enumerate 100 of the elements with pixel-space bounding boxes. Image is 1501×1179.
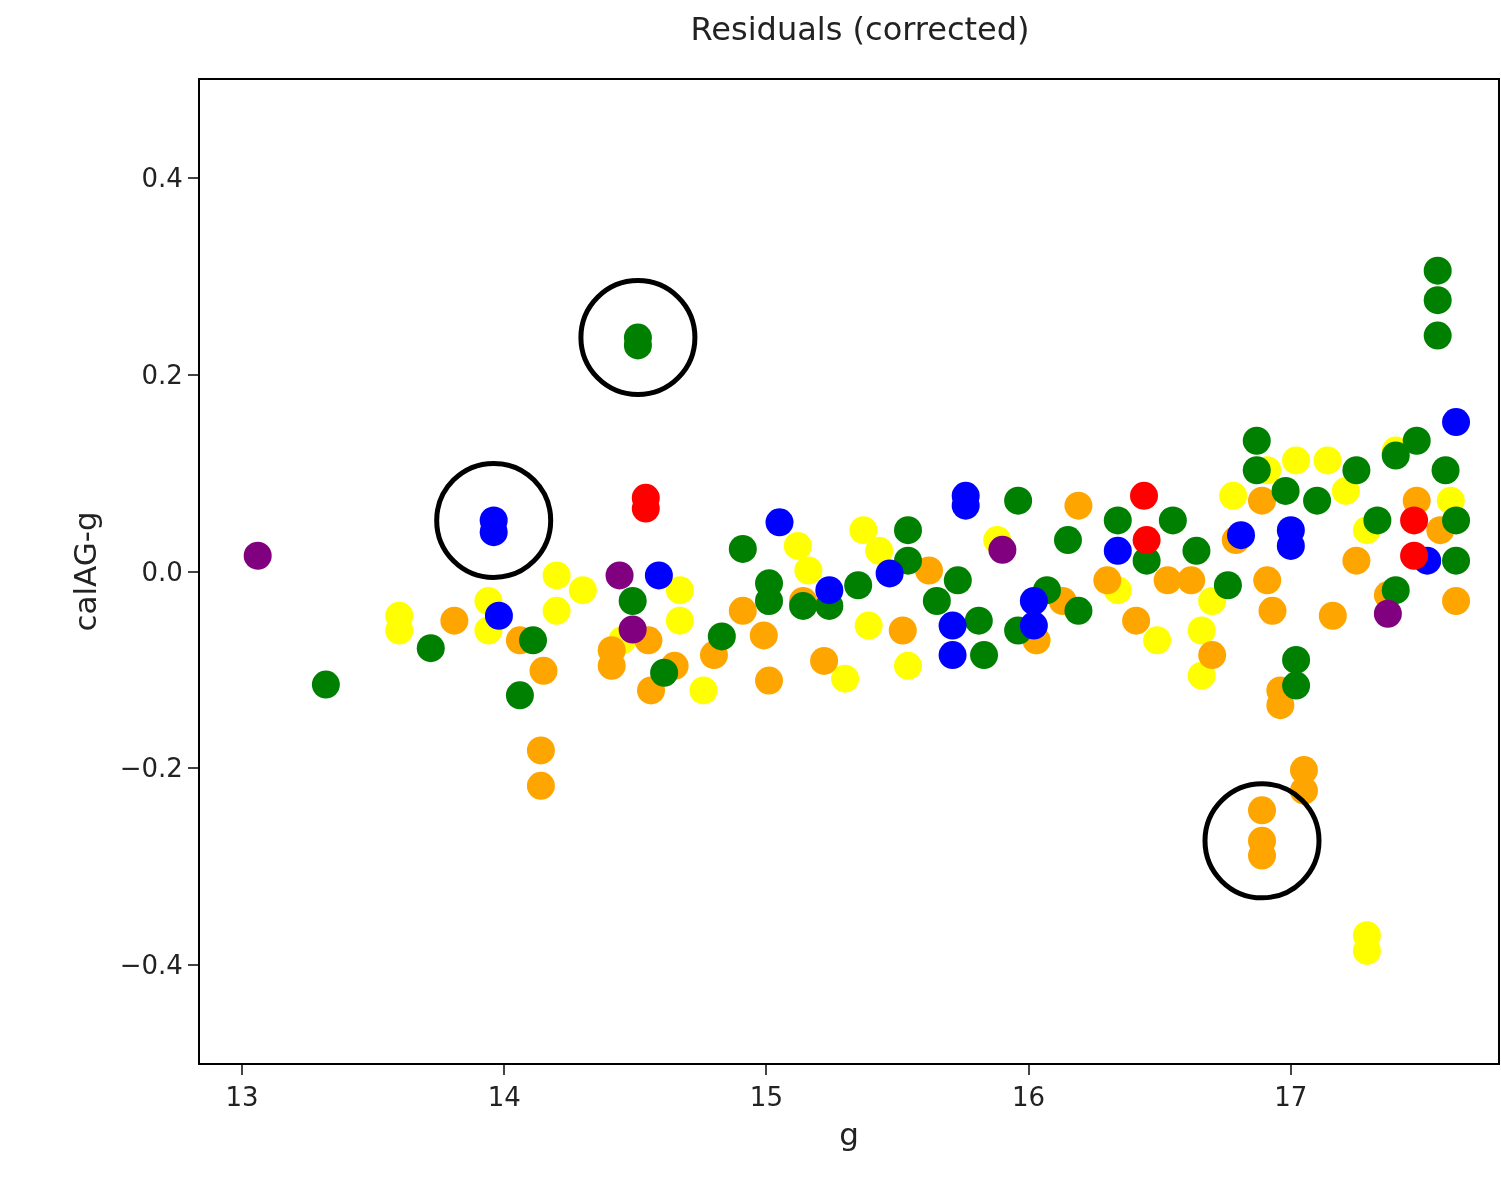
point [1442,408,1471,437]
chart-title: Residuals (corrected) [690,10,1030,49]
point [542,596,571,625]
point [728,596,757,625]
point [1423,286,1452,315]
point [988,535,1017,564]
point [1442,586,1471,615]
point [1132,526,1161,555]
point [529,656,558,685]
point [1103,506,1132,535]
point [1318,601,1347,630]
point [1402,426,1431,455]
point [1064,491,1093,520]
point [243,541,272,570]
point [1331,476,1360,505]
point [605,561,634,590]
point [1130,481,1158,510]
y-axis-title: calAG-g [66,511,103,632]
point [1381,576,1410,605]
point [665,606,694,635]
point [894,516,922,545]
point [526,736,555,765]
point [1004,486,1033,515]
point [505,681,534,710]
point [938,611,967,640]
point [1303,486,1332,515]
point [1342,456,1371,485]
y-tick-label: 0.2 [141,360,183,390]
point [542,561,571,590]
y-tick-label: 0.0 [141,556,183,587]
point [865,536,894,565]
point [831,664,860,693]
point [1064,596,1093,625]
point [644,561,673,590]
point [1019,586,1048,615]
point [810,646,839,675]
point [1242,426,1271,455]
point [789,591,818,620]
point [1381,441,1410,470]
point [1248,796,1276,825]
point [665,576,694,605]
point [568,576,597,605]
point [1053,526,1082,555]
point [1442,546,1471,575]
point [1363,506,1392,535]
point [728,534,757,563]
y-tick-label: −0.4 [119,949,183,980]
point [650,658,679,687]
point [618,586,647,615]
point [707,622,736,651]
point [888,616,917,645]
point [1093,566,1122,595]
y-tick-label: −0.2 [119,753,183,784]
point [1158,506,1187,535]
point [1187,661,1216,690]
point [964,606,993,635]
point [1313,446,1342,475]
point [1271,476,1300,505]
point [914,556,943,585]
point [1213,571,1242,600]
point [1282,446,1311,475]
point [1431,456,1460,485]
point [1182,536,1211,565]
point [749,621,778,650]
point [440,606,469,635]
point [970,641,999,670]
point [1400,506,1429,535]
x-tick-label: 14 [487,1082,521,1113]
point [1253,566,1282,595]
point [1227,521,1256,550]
point [1373,599,1402,628]
point [943,566,972,595]
point [922,586,951,615]
point [1103,536,1132,565]
point [311,670,340,699]
point [783,531,812,560]
point [755,666,784,695]
point [1177,566,1206,595]
point [1153,566,1182,595]
point [416,634,445,663]
point [1187,616,1216,645]
point [1423,321,1452,350]
point [618,615,647,644]
point [1198,641,1227,670]
point [1258,596,1287,625]
point [1282,671,1311,700]
point [484,601,513,630]
point [875,559,904,588]
point [854,611,883,640]
point [1122,606,1151,635]
point [765,508,794,537]
x-tick-label: 15 [749,1082,783,1113]
point [938,641,967,670]
point [1282,645,1311,674]
point [1019,611,1048,640]
point [1242,456,1271,485]
x-tick-label: 17 [1274,1082,1308,1113]
point [526,771,555,800]
point [519,626,548,655]
point [1423,256,1452,285]
